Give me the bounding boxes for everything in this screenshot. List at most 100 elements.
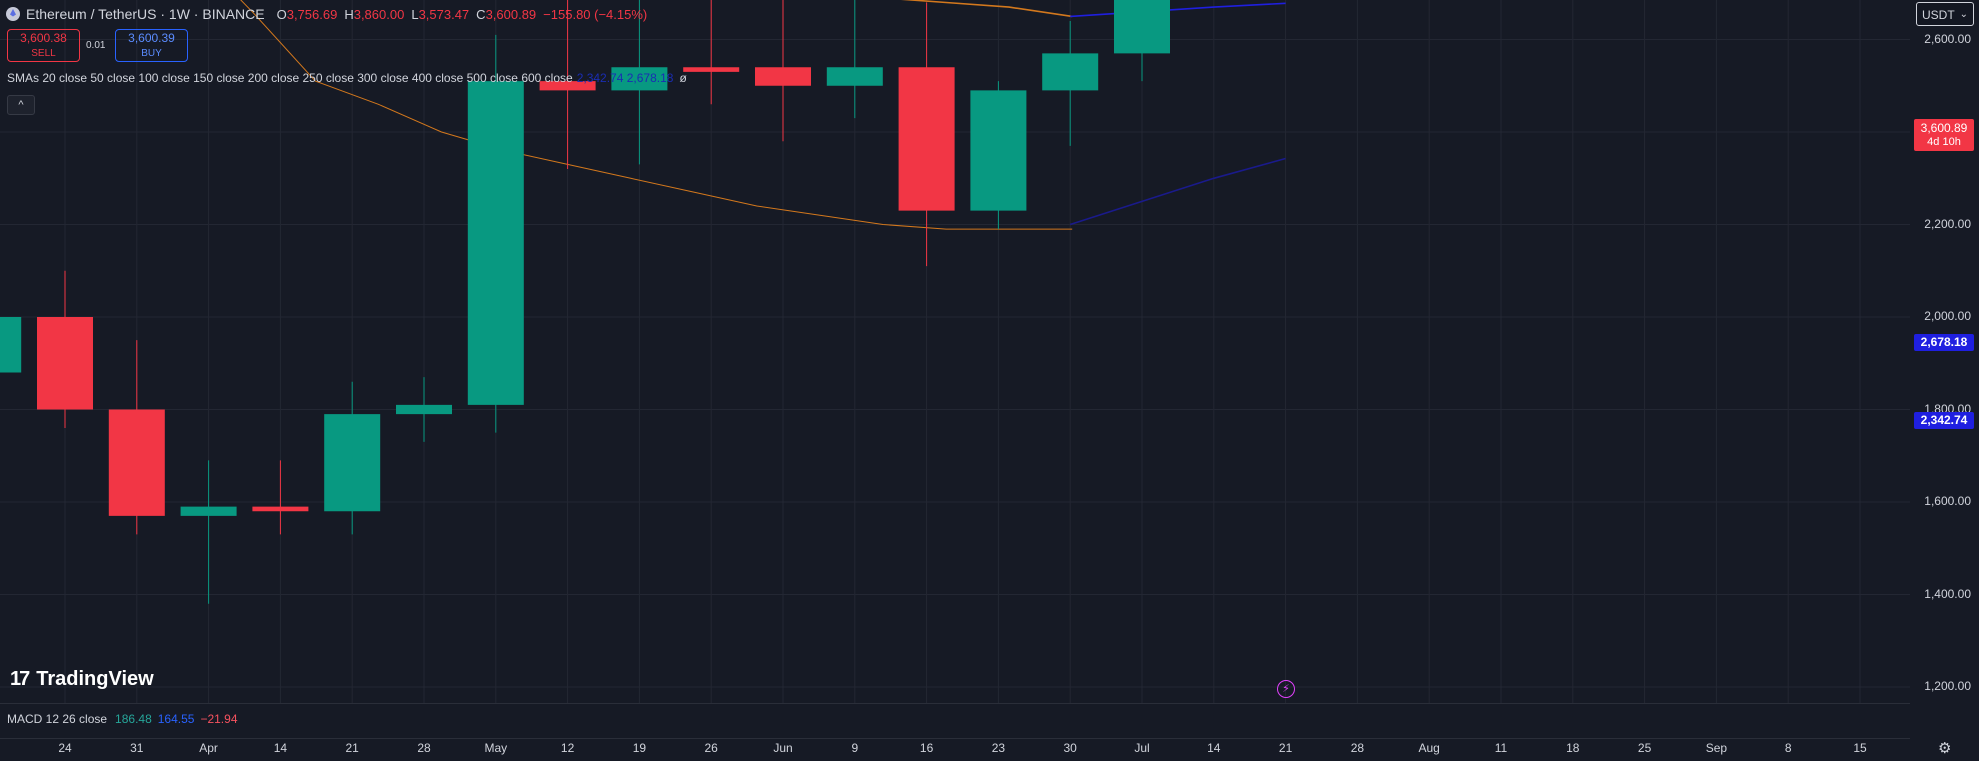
- candle-body: [37, 317, 93, 410]
- candle-body: [1042, 53, 1099, 91]
- candle: [396, 377, 452, 442]
- gear-icon[interactable]: ⚙: [1938, 740, 1952, 757]
- candle-body: [324, 414, 381, 512]
- buy-button[interactable]: 3,600.39 BUY: [115, 29, 188, 62]
- candle-body: [1114, 0, 1170, 54]
- time-tick-label: Sep: [1705, 741, 1728, 755]
- time-tick-label: Apr: [199, 741, 218, 755]
- price-tick-label: 1,600.00: [1924, 494, 1971, 508]
- price-tick-label: 2,600.00: [1924, 31, 1971, 46]
- time-tick-label: Jul: [1134, 741, 1150, 755]
- price-tick-label: 2,000.00: [1924, 309, 1971, 323]
- time-tick-label: 19: [632, 741, 647, 755]
- currency-selector[interactable]: USDT ⌄: [1916, 2, 1974, 26]
- time-tick-label: 9: [851, 741, 859, 755]
- time-tick-label: 14: [1207, 741, 1221, 755]
- candle-body: [755, 67, 811, 86]
- candle: [1042, 21, 1099, 146]
- sma-price-label-b: 2,342.74: [1914, 412, 1974, 429]
- candle: [970, 81, 1027, 230]
- sma-lines: [240, 0, 1286, 230]
- candle-body: [539, 81, 596, 91]
- time-tick-label: 15: [1853, 741, 1867, 755]
- time-tick-label: 21: [345, 741, 359, 755]
- collapse-legend-button[interactable]: ^: [7, 95, 35, 115]
- chart-grid: [0, 0, 1910, 703]
- candle: [898, 2, 955, 267]
- candle: [826, 0, 883, 119]
- candle: [180, 460, 237, 604]
- brand-name: TradingView: [36, 668, 154, 690]
- candle: [467, 34, 524, 433]
- tradingview-mark-icon: 17: [10, 668, 30, 690]
- currency-label: USDT: [1922, 8, 1955, 22]
- chevron-up-icon: ^: [18, 99, 24, 111]
- candles: [0, 0, 1170, 604]
- time-tick-label: 12: [560, 741, 575, 755]
- candle: [324, 381, 381, 535]
- sell-label: SELL: [31, 48, 56, 59]
- macd-pane[interactable]: [0, 703, 1910, 739]
- time-tick-label: 31: [130, 741, 144, 755]
- time-tick-label: 24: [58, 741, 72, 755]
- current-price-label: 3,600.89 4d 10h: [1914, 119, 1974, 151]
- buy-label: BUY: [141, 48, 162, 59]
- ethereum-icon: [6, 7, 20, 21]
- time-tick-label: Jun: [773, 741, 793, 755]
- time-tick-label: 28: [417, 741, 431, 755]
- time-tick-label: 16: [919, 741, 934, 755]
- candle-body: [970, 90, 1027, 211]
- sell-button[interactable]: 3,600.38 SELL: [7, 29, 80, 62]
- sma-line: [240, 0, 1073, 230]
- macd-legend[interactable]: MACD 12 26 close 186.48 164.55 −21.94: [7, 712, 238, 726]
- price-tick-label: 2,200.00: [1924, 216, 1971, 231]
- sma-legend-label: SMAs 20 close 50 close 100 close 150 clo…: [7, 71, 573, 85]
- macd-label: MACD 12 26 close: [7, 712, 108, 726]
- candle-body: [108, 409, 165, 516]
- candle-body: [683, 67, 740, 72]
- time-tick-label: 8: [1784, 741, 1792, 755]
- chevron-down-icon: ⌄: [1959, 9, 1968, 20]
- macd-histogram-value: −21.94: [200, 712, 238, 726]
- time-tick-label: 18: [1566, 741, 1580, 755]
- candle: [755, 0, 811, 142]
- candle: [252, 460, 309, 535]
- lightning-icon[interactable]: ⚡: [1277, 680, 1295, 698]
- symbol-title[interactable]: Ethereum / TetherUS · 1W · BINANCE: [26, 6, 265, 22]
- tradingview-logo[interactable]: 17 TradingView: [10, 668, 154, 691]
- sma-legend[interactable]: SMAs 20 close 50 close 100 close 150 clo…: [7, 71, 687, 85]
- time-tick-label: 11: [1494, 741, 1508, 755]
- time-tick-label: May: [484, 741, 508, 755]
- candle-body: [898, 67, 955, 211]
- candle-body: [467, 81, 524, 405]
- time-tick-label: 30: [1063, 741, 1077, 755]
- symbol-header[interactable]: Ethereum / TetherUS · 1W · BINANCE O3,75…: [6, 4, 647, 24]
- sma-line: [1069, 157, 1286, 226]
- spread-value: 0.01: [86, 40, 106, 51]
- sma-legend-values: 2,342.74 2,678.18: [576, 71, 674, 85]
- candle: [1114, 0, 1170, 82]
- candle: [37, 270, 93, 428]
- time-tick-label: 26: [704, 741, 718, 755]
- bar-countdown: 4d 10h: [1927, 136, 1961, 148]
- buy-price: 3,600.39: [128, 31, 175, 45]
- candle-body: [826, 67, 883, 86]
- sma-line: [1070, 2, 1286, 18]
- candle-body: [611, 67, 668, 91]
- candle: [539, 0, 596, 169]
- candle: [0, 317, 22, 373]
- macd-value: 186.48: [115, 712, 152, 726]
- time-tick-label: 23: [991, 741, 1006, 755]
- sma-price-label-a: 2,678.18: [1914, 334, 1974, 351]
- sma-legend-null: ø: [679, 71, 687, 85]
- candle: [611, 0, 668, 165]
- time-tick-label: 28: [1350, 741, 1365, 755]
- price-tick-label: 1,400.00: [1924, 586, 1971, 601]
- candle: [683, 0, 740, 105]
- time-tick-label: 14: [273, 741, 288, 755]
- candle-body: [252, 506, 309, 512]
- macd-signal-value: 164.55: [157, 712, 195, 726]
- ohlc-values: O3,756.69 H3,860.00 L3,573.47 C3,600.89 …: [276, 6, 648, 22]
- sell-price: 3,600.38: [20, 31, 67, 45]
